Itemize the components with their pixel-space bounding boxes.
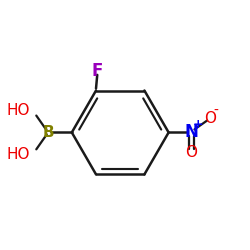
Text: B: B (42, 125, 54, 140)
Text: HO: HO (6, 103, 30, 118)
Text: -: - (214, 104, 218, 118)
Text: N: N (184, 124, 198, 142)
Text: F: F (92, 62, 103, 80)
Text: O: O (186, 145, 198, 160)
Text: HO: HO (6, 147, 30, 162)
Text: +: + (192, 118, 203, 131)
Text: O: O (204, 110, 216, 126)
